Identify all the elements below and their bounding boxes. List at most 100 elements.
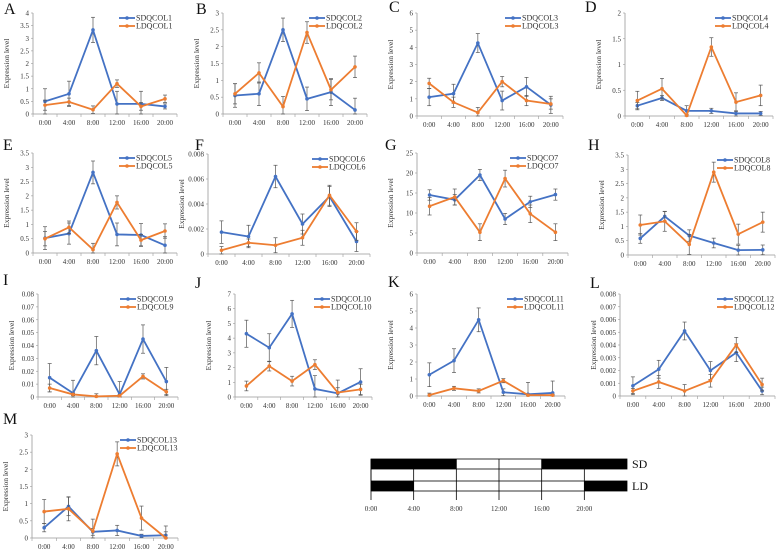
data-point <box>760 248 765 252</box>
x-tick-label: 16:00 <box>728 401 744 409</box>
data-point <box>67 92 71 96</box>
data-point <box>267 345 272 350</box>
panel-letter: E <box>3 137 13 154</box>
x-tick-label: 12:00 <box>494 121 510 129</box>
data-point <box>94 348 99 353</box>
series-sdqcol5 <box>43 160 167 254</box>
data-point <box>687 242 692 247</box>
legend-marker <box>318 165 322 169</box>
y-axis-label: Expression level <box>386 320 395 370</box>
data-point <box>67 100 71 104</box>
series-ldqcol13 <box>42 441 168 540</box>
series-line <box>43 505 166 537</box>
y-tick-label: 2 <box>25 466 29 474</box>
data-point <box>244 384 249 388</box>
y-tick-label: 1 <box>228 379 232 387</box>
legend-marker <box>126 297 130 301</box>
series-line <box>429 40 552 106</box>
x-tick-label: 0:00 <box>39 258 52 266</box>
data-point <box>500 98 504 103</box>
legend-label: SDQCOL5 <box>136 154 172 163</box>
y-tick-label: 0.5 <box>210 94 219 102</box>
x-tick-label: 4:00 <box>253 119 266 127</box>
series-line <box>221 193 358 252</box>
y-tick-label: 5 <box>228 320 232 328</box>
data-point <box>329 87 333 92</box>
x-tick-label: 4:00 <box>63 119 76 127</box>
data-point <box>91 28 95 32</box>
series-line <box>640 169 764 247</box>
series-ldqco7 <box>427 169 558 241</box>
panel-c: C 0 1 2 3 4 5 6 0:00 4:00 8:00 12:00 16:00 20:00 Expre… <box>386 0 564 129</box>
series-sdqcol4 <box>635 95 763 117</box>
legend-marker <box>513 297 517 301</box>
legend-marker <box>125 156 129 160</box>
legend-label: SDQCOL2 <box>326 14 362 23</box>
data-point <box>43 103 47 107</box>
x-tick-label: 0:00 <box>634 260 647 268</box>
series-line <box>44 169 166 247</box>
legend-label: LDQCOL2 <box>326 22 362 31</box>
series-line <box>44 451 167 539</box>
series-line <box>44 27 166 108</box>
time-label: 12:00 <box>491 505 507 513</box>
x-tick-label: 12:00 <box>109 119 125 127</box>
panel-letter: J <box>195 275 201 292</box>
y-tick-label: 5 <box>410 27 414 35</box>
legend-label: SDQCOL10 <box>331 295 371 304</box>
y-tick-label: 2 <box>618 10 622 18</box>
data-point <box>452 386 456 391</box>
series-sdqcol12 <box>630 321 765 396</box>
x-tick-label: 12:00 <box>112 402 128 410</box>
data-point <box>141 337 145 341</box>
y-tick-label: 2 <box>26 60 30 68</box>
data-point <box>708 378 713 383</box>
data-point <box>524 98 529 103</box>
panel-h: H 0 0.5 1 1.5 2 2.5 3 3.5 0:00 4:00 8:00 12:00 16:00 2… <box>588 137 776 268</box>
y-tick-label: 2 <box>216 43 220 51</box>
y-tick-label: 0.005 <box>600 329 616 337</box>
series-sdqcol6 <box>219 164 359 252</box>
data-point <box>427 95 431 99</box>
panel-f: F 0 0.002 0.004 0.006 0.008 0:00 4:00 8:00 12:00 1… <box>177 137 371 267</box>
panel-l: L 0 0.001 0.002 0.003 0.004 0.005 0.006 0.007 0.0… <box>589 275 776 409</box>
series-line <box>428 317 553 396</box>
x-tick-label: 16:00 <box>522 258 538 266</box>
x-tick-label: 20:00 <box>754 401 770 409</box>
legend-label: LDQCO7 <box>527 162 559 171</box>
x-tick-label: 0:00 <box>423 258 436 266</box>
y-tick-label: 0.02 <box>22 368 35 376</box>
x-tick-label: 4:00 <box>263 402 276 410</box>
data-point <box>281 104 285 109</box>
y-tick-label: 0.5 <box>20 98 29 106</box>
y-tick-label: 3 <box>410 342 414 350</box>
x-tick-label: 16:00 <box>728 121 744 129</box>
series-line <box>44 200 166 252</box>
x-tick-label: 8:00 <box>87 119 100 127</box>
series-line <box>245 363 361 394</box>
y-axis-label: Expression level <box>594 40 603 90</box>
y-tick-label: 2.5 <box>615 180 624 188</box>
legend-marker <box>721 24 725 28</box>
data-point <box>281 28 285 32</box>
data-point <box>503 176 507 181</box>
y-axis-label: Expression level <box>2 39 11 89</box>
x-tick-label: 20:00 <box>349 259 365 267</box>
y-tick-label: 0.008 <box>188 151 204 159</box>
y-tick-label: 1.5 <box>612 35 621 43</box>
data-point <box>427 372 432 377</box>
data-point <box>47 386 52 390</box>
x-tick-label: 8:00 <box>474 258 487 266</box>
x-tick-label: 16:00 <box>133 258 149 266</box>
data-point <box>708 368 713 373</box>
y-tick-label: 3 <box>26 164 30 172</box>
y-tick-label: 0.5 <box>19 517 28 525</box>
data-point <box>550 393 555 397</box>
data-point <box>682 329 687 333</box>
panel-letter: A <box>4 1 16 18</box>
x-tick-label: 16:00 <box>323 119 339 127</box>
data-point <box>631 389 635 393</box>
data-point <box>273 243 278 248</box>
series-ldqcol2 <box>233 21 357 115</box>
